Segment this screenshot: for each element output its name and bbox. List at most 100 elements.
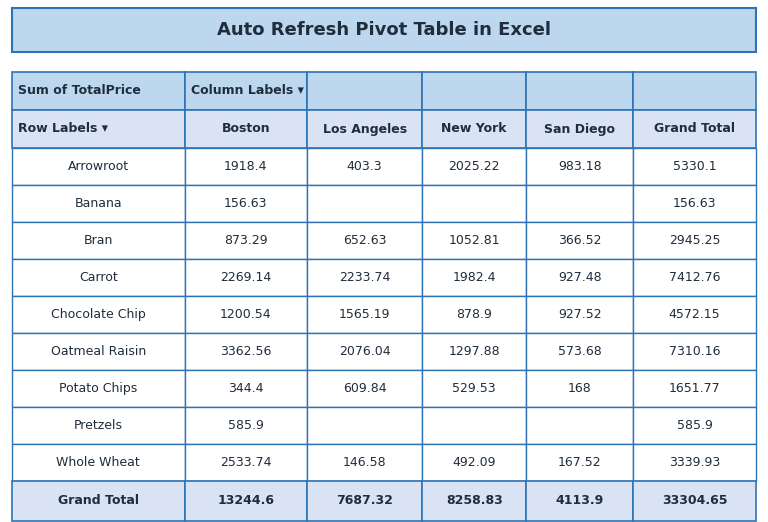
- Text: 609.84: 609.84: [343, 382, 386, 395]
- Bar: [307, 444, 422, 481]
- Bar: [184, 259, 307, 296]
- Text: Boston: Boston: [222, 123, 270, 136]
- Text: 1297.88: 1297.88: [449, 345, 500, 358]
- Text: 573.68: 573.68: [558, 345, 602, 358]
- Bar: [307, 72, 422, 110]
- Bar: [12, 8, 756, 52]
- Text: Pretzels: Pretzels: [74, 419, 123, 432]
- Text: 7310.16: 7310.16: [669, 345, 720, 358]
- Text: 983.18: 983.18: [558, 160, 601, 173]
- Text: 5330.1: 5330.1: [673, 160, 717, 173]
- Bar: [634, 259, 756, 296]
- Text: Carrot: Carrot: [79, 271, 118, 284]
- Text: 873.29: 873.29: [224, 234, 268, 247]
- Bar: [184, 185, 307, 222]
- Bar: [422, 407, 527, 444]
- Bar: [184, 444, 307, 481]
- Text: 168: 168: [568, 382, 592, 395]
- Text: 2076.04: 2076.04: [339, 345, 390, 358]
- Bar: [307, 296, 422, 333]
- Text: 156.63: 156.63: [224, 197, 267, 210]
- Bar: [184, 148, 307, 185]
- Text: Sum of TotalPrice: Sum of TotalPrice: [18, 85, 141, 98]
- Text: 2533.74: 2533.74: [220, 456, 272, 469]
- Bar: [527, 407, 634, 444]
- Text: Bran: Bran: [84, 234, 113, 247]
- Bar: [527, 222, 634, 259]
- Bar: [12, 444, 184, 481]
- Bar: [12, 370, 184, 407]
- Bar: [307, 110, 422, 148]
- Bar: [634, 222, 756, 259]
- Bar: [307, 185, 422, 222]
- Bar: [307, 222, 422, 259]
- Bar: [184, 72, 307, 110]
- Bar: [184, 370, 307, 407]
- Text: 2233.74: 2233.74: [339, 271, 390, 284]
- Bar: [12, 110, 184, 148]
- Bar: [12, 296, 184, 333]
- Bar: [634, 481, 756, 521]
- Bar: [307, 148, 422, 185]
- Bar: [12, 72, 184, 110]
- Text: 33304.65: 33304.65: [662, 494, 727, 507]
- Text: 927.48: 927.48: [558, 271, 601, 284]
- Text: 366.52: 366.52: [558, 234, 601, 247]
- Bar: [184, 333, 307, 370]
- Bar: [184, 296, 307, 333]
- Bar: [422, 185, 527, 222]
- Bar: [307, 370, 422, 407]
- Text: 878.9: 878.9: [456, 308, 492, 321]
- Bar: [634, 370, 756, 407]
- Bar: [527, 72, 634, 110]
- Text: Los Angeles: Los Angeles: [323, 123, 407, 136]
- Text: Grand Total: Grand Total: [58, 494, 139, 507]
- Text: 1982.4: 1982.4: [452, 271, 496, 284]
- Bar: [527, 259, 634, 296]
- Bar: [12, 407, 184, 444]
- Text: Grand Total: Grand Total: [654, 123, 735, 136]
- Bar: [527, 444, 634, 481]
- Bar: [422, 296, 527, 333]
- Bar: [422, 222, 527, 259]
- Bar: [12, 148, 184, 185]
- Text: 4572.15: 4572.15: [669, 308, 720, 321]
- Bar: [422, 370, 527, 407]
- Bar: [634, 296, 756, 333]
- Bar: [527, 185, 634, 222]
- Bar: [634, 407, 756, 444]
- Bar: [634, 333, 756, 370]
- Bar: [634, 444, 756, 481]
- Bar: [527, 296, 634, 333]
- Bar: [422, 148, 527, 185]
- Text: 585.9: 585.9: [677, 419, 713, 432]
- Bar: [634, 148, 756, 185]
- Bar: [422, 259, 527, 296]
- Bar: [12, 481, 184, 521]
- Text: 7687.32: 7687.32: [336, 494, 393, 507]
- Bar: [422, 444, 527, 481]
- Text: 403.3: 403.3: [347, 160, 382, 173]
- Bar: [527, 481, 634, 521]
- Bar: [184, 407, 307, 444]
- Text: Row Labels ▾: Row Labels ▾: [18, 123, 108, 136]
- Bar: [12, 259, 184, 296]
- Bar: [307, 259, 422, 296]
- Text: Potato Chips: Potato Chips: [59, 382, 137, 395]
- Text: 1918.4: 1918.4: [224, 160, 267, 173]
- Bar: [422, 481, 527, 521]
- Bar: [527, 110, 634, 148]
- Text: 652.63: 652.63: [343, 234, 386, 247]
- Bar: [527, 370, 634, 407]
- Text: 146.58: 146.58: [343, 456, 386, 469]
- Text: Chocolate Chip: Chocolate Chip: [51, 308, 146, 321]
- Text: Auto Refresh Pivot Table in Excel: Auto Refresh Pivot Table in Excel: [217, 21, 551, 39]
- Bar: [307, 481, 422, 521]
- Bar: [184, 481, 307, 521]
- Text: 492.09: 492.09: [452, 456, 496, 469]
- Text: 529.53: 529.53: [452, 382, 496, 395]
- Bar: [634, 185, 756, 222]
- Text: Oatmeal Raisin: Oatmeal Raisin: [51, 345, 146, 358]
- Text: Arrowroot: Arrowroot: [68, 160, 129, 173]
- Bar: [307, 333, 422, 370]
